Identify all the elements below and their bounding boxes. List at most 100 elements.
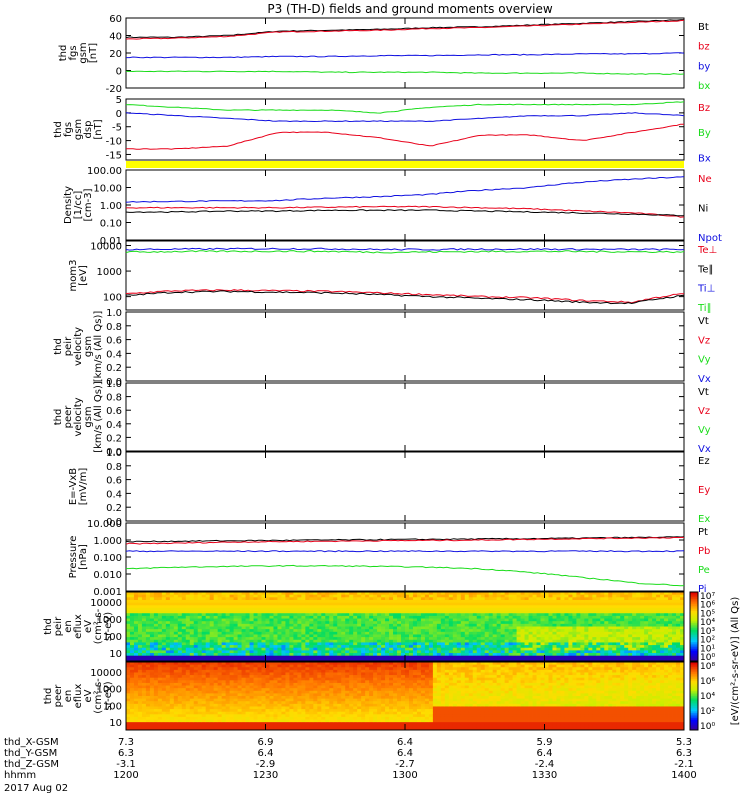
- heatmap-cell: [464, 607, 470, 611]
- heatmap-cell: [241, 597, 246, 601]
- heatmap-cell: [632, 642, 637, 646]
- heatmap-cell: [129, 626, 135, 630]
- heatmap-cell: [237, 594, 242, 598]
- heatmap-cell: [405, 634, 410, 638]
- heatmap-cell: [660, 592, 665, 596]
- heatmap-cell: [193, 701, 199, 705]
- heatmap-cell: [476, 634, 482, 638]
- heatmap-cell: [225, 688, 231, 692]
- heatmap-cell: [504, 623, 510, 627]
- heatmap-cell: [492, 613, 498, 617]
- heatmap-cell: [297, 642, 302, 646]
- heatmap-cell: [424, 645, 430, 649]
- heatmap-cell: [680, 645, 685, 649]
- heatmap-cell: [161, 719, 167, 723]
- heatmap-cell: [365, 645, 370, 649]
- heatmap-cell: [257, 677, 262, 681]
- heatmap-cell: [401, 634, 406, 638]
- fgs_mag-series-3: [125, 70, 685, 75]
- heatmap-cell: [137, 667, 143, 671]
- heatmap-cell: [508, 639, 514, 643]
- heatmap-cell: [233, 722, 238, 726]
- heatmap-cell: [169, 677, 175, 681]
- heatmap-cell: [269, 621, 274, 625]
- heatmap-cell: [588, 602, 593, 606]
- heatmap-cell: [221, 658, 227, 662]
- heatmap-cell: [401, 626, 406, 630]
- heatmap-cell: [592, 623, 597, 627]
- heatmap-cell: [209, 664, 215, 668]
- heatmap-cell: [568, 623, 573, 627]
- heatmap-cell: [552, 634, 557, 638]
- heatmap-cell: [177, 703, 183, 707]
- heatmap-cell: [313, 645, 318, 649]
- heatmap-cell: [189, 629, 195, 633]
- heatmap-cell: [157, 647, 163, 651]
- heatmap-cell: [460, 610, 466, 614]
- heatmap-cell: [596, 653, 601, 657]
- heatmap-cell: [428, 597, 434, 601]
- heatmap-cell: [536, 613, 541, 617]
- heatmap-cell: [213, 688, 219, 692]
- heatmap-cell: [365, 607, 370, 611]
- heatmap-cell: [149, 680, 155, 684]
- heatmap-cell: [181, 639, 187, 643]
- heatmap-cell: [205, 680, 211, 684]
- heatmap-cell: [556, 650, 561, 654]
- heatmap-cell: [129, 607, 135, 611]
- heatmap-cell: [269, 645, 274, 649]
- heatmap-cell: [536, 623, 541, 627]
- heatmap-cell: [512, 610, 517, 614]
- heatmap-cell: [624, 639, 629, 643]
- heatmap-cell: [345, 634, 350, 638]
- heatmap-cell: [193, 711, 199, 715]
- heatmap-cell: [137, 594, 143, 598]
- heatmap-cell: [249, 599, 254, 604]
- heatmap-cell: [397, 602, 402, 606]
- heatmap-cell: [408, 592, 414, 596]
- heatmap-cell: [668, 594, 673, 598]
- heatmap-cell: [361, 653, 366, 657]
- heatmap-cell: [401, 650, 406, 654]
- heatmap-cell: [273, 639, 278, 643]
- heatmap-cell: [137, 645, 143, 649]
- heatmap-cell: [432, 639, 438, 643]
- heatmap-cell: [229, 662, 235, 666]
- heatmap-cell: [129, 634, 135, 638]
- heatmap-cell: [209, 634, 215, 638]
- heatmap-cell: [189, 688, 195, 692]
- heatmap-cell: [544, 645, 549, 649]
- heatmap-cell: [412, 602, 418, 606]
- heatmap-cell: [397, 631, 402, 635]
- heatmap-cell: [436, 602, 442, 606]
- heatmap-cell: [436, 631, 442, 635]
- heatmap-cell: [357, 602, 362, 606]
- heatmap-cell: [157, 703, 163, 707]
- heatmap-cell: [177, 642, 183, 646]
- heatmap-cell: [572, 621, 577, 625]
- temperature-series-0: [125, 289, 685, 304]
- heatmap-cell: [460, 645, 466, 649]
- heatmap-cell: [636, 623, 641, 627]
- heatmap-cell: [377, 642, 382, 646]
- heatmap-cell: [512, 639, 517, 643]
- heatmap-cell: [556, 645, 561, 649]
- heatmap-cell: [126, 637, 131, 641]
- heatmap-cell: [201, 709, 207, 713]
- heatmap-cell: [157, 719, 163, 723]
- heatmap-cell: [233, 693, 238, 697]
- heatmap-cell: [229, 698, 235, 702]
- heatmap-cell: [237, 672, 242, 676]
- heatmap-cell: [656, 645, 661, 649]
- heatmap-cell: [193, 599, 199, 604]
- heatmap-cell: [333, 655, 338, 659]
- heatmap-cell: [137, 714, 143, 718]
- heatmap-cell: [428, 602, 434, 606]
- heatmap-cell: [369, 607, 374, 611]
- heatmap-cell: [165, 599, 171, 604]
- heatmap-cell: [197, 722, 203, 726]
- heatmap-cell: [408, 626, 414, 630]
- heatmap-cell: [532, 605, 537, 609]
- heatmap-cell: [137, 677, 143, 681]
- heatmap-cell: [596, 655, 601, 659]
